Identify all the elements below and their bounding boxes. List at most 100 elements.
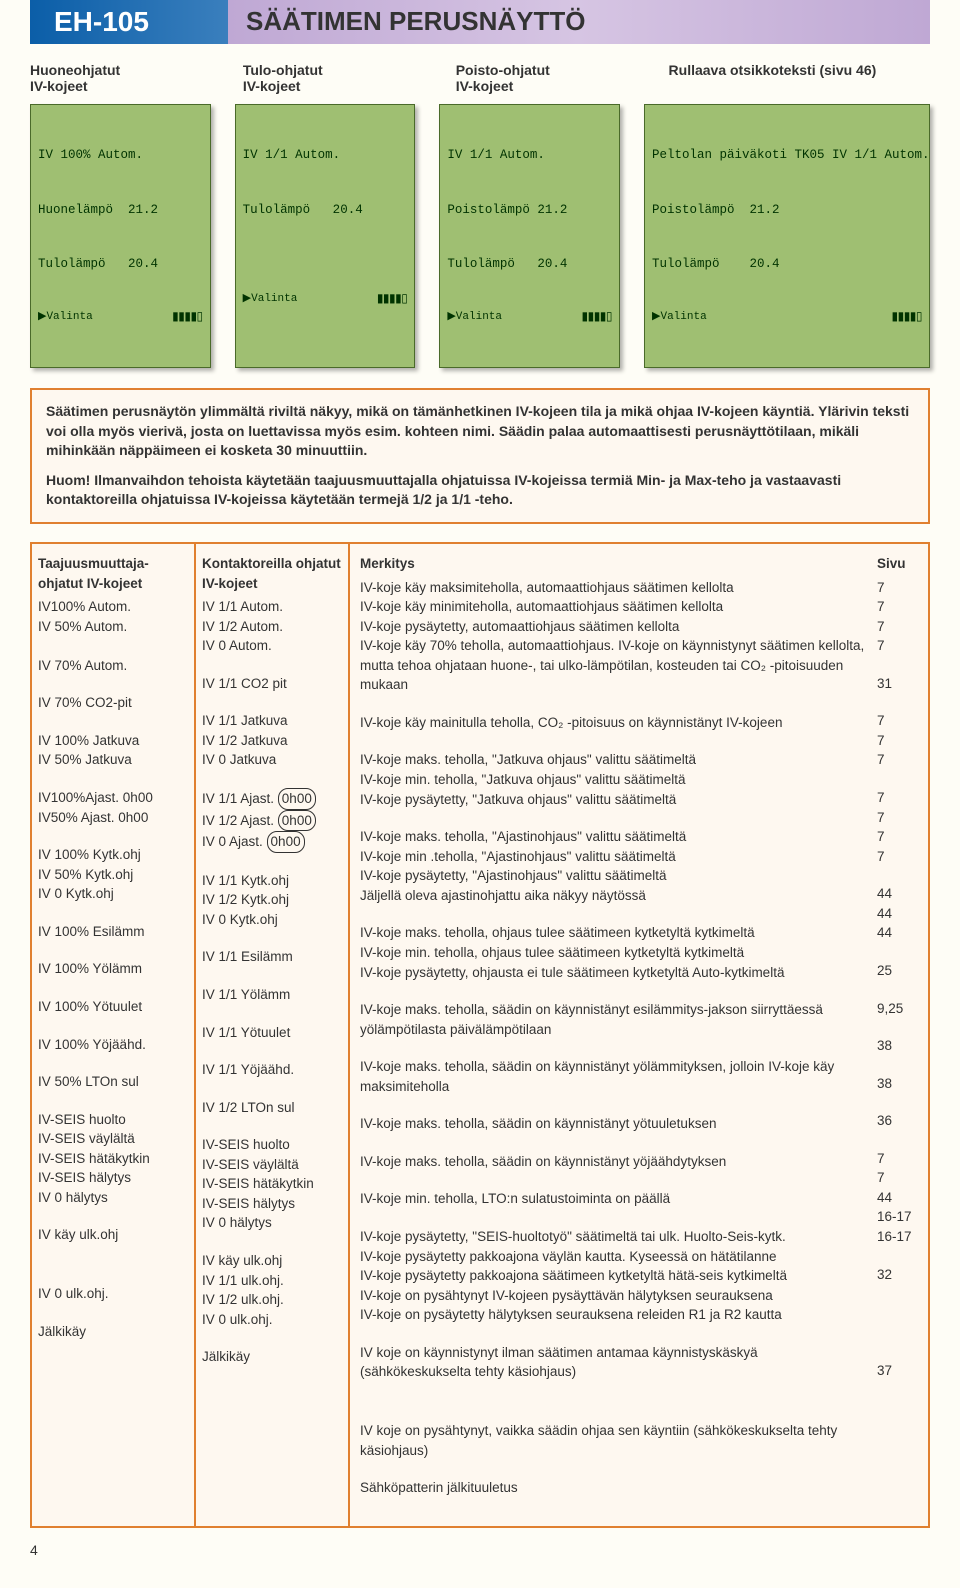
table-cell-line: IV 1/1 Yöjäähd. bbox=[202, 1060, 342, 1080]
table-cell-line: 44 bbox=[877, 884, 922, 904]
table-cell-line: IV 1/2 Autom. bbox=[202, 617, 342, 637]
info-paragraph-2: Huom! Ilmanvaihdon tehoista käytetään ta… bbox=[46, 471, 914, 510]
table-cell-line: IV 1/1 CO2 pit bbox=[202, 674, 342, 694]
table-cell-line: 7 bbox=[877, 788, 922, 808]
table-block: 9,25 bbox=[877, 999, 922, 1019]
table-cell-line: 31 bbox=[877, 674, 922, 694]
table-cell-line: IV-koje maks. teholla, säädin on käynnis… bbox=[360, 1114, 865, 1134]
column-labels: Huoneohjatut IV-kojeet Tulo-ohjatut IV-k… bbox=[30, 62, 930, 94]
table-block: IV 100% JatkuvaIV 50% Jatkuva bbox=[38, 731, 188, 770]
table-cell-line: IV-koje maks. teholla, "Ajastinohjaus" v… bbox=[360, 827, 865, 847]
table-cell-line: Jälkikäy bbox=[38, 1322, 188, 1342]
table-cell-line: IV käy ulk.ohj bbox=[38, 1225, 188, 1245]
table-cell-line bbox=[360, 1402, 865, 1422]
table-block: IV-SEIS huoltoIV-SEIS väylältäIV-SEIS hä… bbox=[38, 1110, 188, 1208]
table-block: IV-koje maks. teholla, säädin on käynnis… bbox=[360, 1057, 865, 1096]
lcd-line: Tulolämpö 20.4 bbox=[447, 255, 612, 273]
col-header: Sivu bbox=[877, 554, 922, 574]
table-block: IV-koje käy maksimiteholla, automaattioh… bbox=[360, 578, 865, 695]
table-block: IV 1/1 Kytk.ohjIV 1/2 Kytk.ohjIV 0 Kytk.… bbox=[202, 871, 342, 930]
table-cell-line: IV 1/1 Esilämm bbox=[202, 947, 342, 967]
table-block: IV 1/1 Yölämm bbox=[202, 985, 342, 1005]
table-block: IV 70% CO2-pit bbox=[38, 693, 188, 713]
status-table: Taajuusmuuttaja-ohjatut IV-kojeet IV100%… bbox=[30, 542, 930, 1528]
table-block: IV-koje min. teholla, LTO:n sulatustoimi… bbox=[360, 1189, 865, 1209]
table-cell-line: IV 1/2 Ajast. 0h00 bbox=[202, 810, 342, 832]
table-block: 37 bbox=[877, 1361, 922, 1381]
table-cell-line: 37 bbox=[877, 1361, 922, 1381]
lcd-1: IV 100% Autom. Huonelämpö 21.2 Tulolämpö… bbox=[30, 104, 211, 368]
table-cell-line: IV-koje pysäytetty, automaattiohjaus sää… bbox=[360, 617, 865, 637]
table-block: IV-koje maks. teholla, säädin on käynnis… bbox=[360, 1114, 865, 1134]
table-cell-line: IV-koje käy 70% teholla, automaattiohjau… bbox=[360, 636, 865, 695]
table-cell-line: IV käy ulk.ohj bbox=[202, 1251, 342, 1271]
table-cell-line: IV 100% Jatkuva bbox=[38, 731, 188, 751]
table-cell-line bbox=[877, 1304, 922, 1324]
lcd-line: Poistolämpö 21.2 bbox=[447, 201, 612, 219]
col-header: Kontaktoreilla ohjatut IV-kojeet bbox=[202, 554, 342, 593]
table-cell-line: IV-koje maks. teholla, "Jatkuva ohjaus" … bbox=[360, 750, 865, 770]
table-block: 38 bbox=[877, 1036, 922, 1056]
table-cell-line: 7 bbox=[877, 808, 922, 828]
table-block: IV 100% Kytk.ohjIV 50% Kytk.ohjIV 0 Kytk… bbox=[38, 845, 188, 904]
lcd-line: Peltolan päiväkoti TK05 IV 1/1 Autom. bbox=[652, 146, 922, 164]
table-block: IV 1/1 Autom.IV 1/2 Autom.IV 0 Autom. bbox=[202, 597, 342, 656]
table-cell-line: IV-koje maks. teholla, säädin on käynnis… bbox=[360, 1057, 865, 1096]
col-label-2: Tulo-ohjatut IV-kojeet bbox=[243, 62, 432, 94]
table-cell-line: IV 0 Kytk.ohj bbox=[38, 884, 188, 904]
table-cell-line: 7 bbox=[877, 617, 922, 637]
table-cell-line bbox=[877, 1323, 922, 1343]
table-cell-line: IV 50% Jatkuva bbox=[38, 750, 188, 770]
table-cell-line: IV-koje min. teholla, LTO:n sulatustoimi… bbox=[360, 1189, 865, 1209]
table-block: 25 bbox=[877, 961, 922, 981]
table-block: IV100%Ajast. 0h00IV50% Ajast. 0h00 bbox=[38, 788, 188, 827]
table-cell-line bbox=[38, 1265, 188, 1285]
lcd-3: IV 1/1 Autom. Poistolämpö 21.2 Tulolämpö… bbox=[439, 104, 620, 368]
col-label-1: Huoneohjatut IV-kojeet bbox=[30, 62, 219, 94]
table-cell-line: IV-SEIS hälytys bbox=[202, 1194, 342, 1214]
table-cell-line: IV 100% Esilämm bbox=[38, 922, 188, 942]
table-cell-line: IV 0 Jatkuva bbox=[202, 750, 342, 770]
col-label-4: Rullaava otsikkoteksti (sivu 46) bbox=[669, 62, 930, 94]
header-title: SÄÄTIMEN PERUSNÄYTTÖ bbox=[228, 0, 930, 44]
table-col-4: Sivu 7777317777777444444259,253838367744… bbox=[873, 544, 928, 1526]
table-cell-line: IV 70% CO2-pit bbox=[38, 693, 188, 713]
table-block: IV 1/1 JatkuvaIV 1/2 JatkuvaIV 0 Jatkuva bbox=[202, 711, 342, 770]
table-cell-line: 7 bbox=[877, 827, 922, 847]
table-block: IV koje on käynnistynyt ilman säätimen a… bbox=[360, 1343, 865, 1460]
table-cell-line: IV-SEIS huolto bbox=[38, 1110, 188, 1130]
col-label-3: Poisto-ohjatut IV-kojeet bbox=[456, 62, 645, 94]
info-paragraph-1: Säätimen perusnäytön ylimmältä riviltä n… bbox=[46, 402, 914, 461]
table-block: IV 50% LTOn sul bbox=[38, 1072, 188, 1092]
table-cell-line: Sähköpatterin jälkituuletus bbox=[360, 1478, 865, 1498]
page: EH-105 SÄÄTIMEN PERUSNÄYTTÖ Huoneohjatut… bbox=[0, 0, 960, 1588]
table-block: IV 100% Esilämm bbox=[38, 922, 188, 942]
lcd-line: Tulolämpö 20.4 bbox=[652, 255, 922, 273]
table-col-1: Taajuusmuuttaja-ohjatut IV-kojeet IV100%… bbox=[32, 544, 196, 1526]
table-block: IV 1/2 LTOn sul bbox=[202, 1098, 342, 1118]
table-cell-line: 16-17 bbox=[877, 1207, 922, 1227]
lcd-line: ▶Valinta ▮▮▮▮▯ bbox=[243, 291, 408, 308]
table-cell-line: IV 0 Ajast. 0h00 bbox=[202, 831, 342, 853]
table-cell-line: IV-koje pysäytetty pakkoajona säätimeen … bbox=[360, 1266, 865, 1286]
table-cell-line: IV-koje pysäytetty, ohjausta ei tule sää… bbox=[360, 963, 865, 983]
table-block: IV-koje maks. teholla, "Jatkuva ohjaus" … bbox=[360, 750, 865, 809]
table-cell-line: IV koje on pysähtynyt, vaikka säädin ohj… bbox=[360, 1421, 865, 1460]
table-cell-line: IV 1/1 Jatkuva bbox=[202, 711, 342, 731]
table-block: IV käy ulk.ohj IV 0 ulk.ohj. bbox=[38, 1225, 188, 1303]
lcd-line: IV 1/1 Autom. bbox=[447, 146, 612, 164]
table-block: IV 100% Yöjäähd. bbox=[38, 1035, 188, 1055]
table-cell-line: IV 1/2 Kytk.ohj bbox=[202, 890, 342, 910]
table-cell-line: 7 bbox=[877, 1149, 922, 1169]
table-col-2: Kontaktoreilla ohjatut IV-kojeet IV 1/1 … bbox=[196, 544, 350, 1526]
table-cell-line: IV50% Ajast. 0h00 bbox=[38, 808, 188, 828]
lcd-line: Poistolämpö 21.2 bbox=[652, 201, 922, 219]
lcd-row: IV 100% Autom. Huonelämpö 21.2 Tulolämpö… bbox=[30, 104, 930, 368]
table-cell-line bbox=[877, 1284, 922, 1304]
table-block: IV-koje maks. teholla, ohjaus tulee säät… bbox=[360, 923, 865, 982]
col-header: Taajuusmuuttaja-ohjatut IV-kojeet bbox=[38, 554, 188, 593]
table-cell-line: IV-SEIS hälytys bbox=[38, 1168, 188, 1188]
table-block: IV-koje maks. teholla, säädin on käynnis… bbox=[360, 1152, 865, 1172]
table-cell-line: 38 bbox=[877, 1074, 922, 1094]
table-block: IV 100% Yölämm bbox=[38, 959, 188, 979]
